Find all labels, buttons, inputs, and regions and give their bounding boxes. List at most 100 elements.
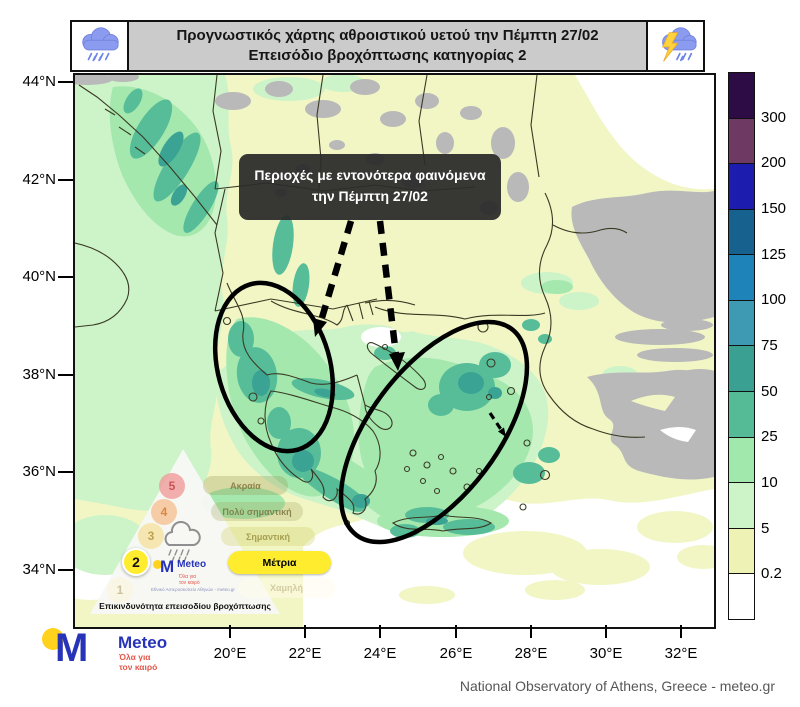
lon-label-30e: 30°E — [589, 645, 623, 662]
lat-label-40n: 40°N — [22, 268, 56, 285]
colorbar-segment — [729, 300, 754, 347]
attribution-text: National Observatory of Athens, Greece -… — [459, 678, 775, 694]
risk-pill-significant: Σημαντική — [221, 527, 315, 546]
annotation-line-1: Περιοχές με εντονότερα φαινόμενα — [254, 167, 486, 183]
lon-label-22e: 22°E — [288, 645, 322, 662]
aegean-ellipse — [338, 319, 530, 545]
footer-logo-dot-icon — [42, 628, 64, 650]
colorbar-segment — [729, 528, 754, 575]
rain-cloud-icon — [81, 27, 119, 62]
pyramid-meteo-logo: M Meteo Όλα για τον καιρό — [153, 557, 263, 586]
colorbar-label: 0.2 — [761, 565, 782, 583]
colorbar-segment — [729, 483, 754, 529]
footer-logo-tagline: Όλα για τον καιρό — [119, 652, 157, 672]
fjord-cut-1 — [631, 394, 675, 411]
lon-tick — [530, 625, 532, 638]
risk-level-circle-4: 4 — [151, 499, 177, 525]
logo-m: M — [160, 557, 175, 576]
colorbar-segment — [729, 118, 754, 165]
lat-tick — [58, 276, 73, 278]
annotation-line-2: την Πέμπτη 27/02 — [312, 188, 428, 204]
logo-dot-icon — [153, 560, 162, 569]
storm-cloud-icon — [661, 27, 697, 62]
risk-pill-extreme-label: Ακραία — [230, 480, 261, 491]
colorbar-label: 25 — [761, 428, 778, 446]
lon-label-26e: 26°E — [439, 645, 473, 662]
lat-label-38n: 38°N — [22, 366, 56, 383]
colorbar-label: 50 — [761, 382, 778, 400]
colorbar-segment — [729, 346, 754, 393]
lat-tick — [58, 471, 73, 473]
lon-label-20e: 20°E — [213, 645, 247, 662]
pyramid-logo-tagline-1: Όλα για — [179, 574, 197, 580]
lat-tick — [58, 179, 73, 181]
title-line-1: Προγνωστικός χάρτης αθροιστικού υετού τη… — [176, 27, 599, 44]
west-greece-ellipse — [212, 280, 336, 454]
lat-label-34n: 34°N — [22, 561, 56, 578]
colorbar-segment — [729, 392, 754, 438]
risk-pill-low: Χαμηλή — [238, 578, 335, 598]
lon-tick — [680, 625, 682, 638]
colorbar-segment — [729, 437, 754, 484]
risk-level-circle-5: 5 — [159, 473, 185, 499]
lon-tick — [229, 625, 231, 638]
risk-pill-moderate-active: Μέτρια — [228, 551, 331, 574]
lon-tick — [605, 625, 607, 638]
colorbar-segment — [729, 164, 754, 210]
lon-tick — [455, 625, 457, 638]
colorbar-label: 100 — [761, 291, 787, 309]
title-bar: Προγνωστικός χάρτης αθροιστικού υετού τη… — [70, 20, 705, 72]
lat-label-42n: 42°N — [22, 171, 56, 188]
lat-label-36n: 36°N — [22, 463, 56, 480]
lon-label-24e: 24°E — [363, 645, 397, 662]
risk-pill-very-significant: Πολύ σημαντική — [211, 502, 303, 521]
rain-cloud-icon-box — [72, 22, 129, 70]
title-line-2: Επεισόδιο βροχόπτωσης κατηγορίας 2 — [248, 47, 527, 64]
pyramid-caption: Επικινδυνότητα επεισοδίου βροχόπτωσης — [99, 601, 271, 611]
athens-gap-2 — [391, 318, 419, 332]
annotation-box: Περιοχές με εντονότερα φαινόμενα την Πέμ… — [239, 154, 501, 220]
colorbar-label: 5 — [761, 519, 770, 537]
lat-label-44n: 44°N — [22, 73, 56, 90]
colorbar-label: 150 — [761, 200, 787, 217]
lon-label-28e: 28°E — [514, 645, 548, 662]
annotation-arrows — [313, 220, 506, 437]
colorbar-segment — [729, 574, 754, 619]
pyramid-logo-tagline-2: τον καιρό — [179, 580, 200, 586]
footer-logo-tagline-2: τον καιρό — [119, 662, 158, 672]
risk-level-circle-2-active: 2 — [122, 548, 150, 576]
risk-level-circle-3: 3 — [138, 523, 164, 549]
colorbar-label: 10 — [761, 474, 778, 491]
colorbar-segment — [729, 73, 754, 119]
pyramid-rain-cloud-icon — [164, 521, 201, 563]
risk-level-circle-1: 1 — [107, 577, 133, 603]
island-land-areas — [399, 511, 714, 604]
lat-tick — [58, 81, 73, 83]
pyramid-logo-name: Meteo — [177, 559, 207, 570]
colorbar-segment — [729, 255, 754, 301]
precipitation-map: Περιοχές με εντονότερα φαινόμενα την Πέμ… — [73, 73, 716, 629]
lon-tick — [379, 625, 381, 638]
colorbar-label: 75 — [761, 337, 778, 354]
lat-tick — [58, 569, 73, 571]
colorbar-label: 200 — [761, 154, 787, 172]
colorbar — [728, 72, 755, 620]
colorbar-wrap: 300 200 150 125 100 75 50 25 10 5 0.2 — [728, 72, 798, 620]
out-of-domain-areas — [75, 75, 714, 480]
lon-label-32e: 32°E — [664, 645, 698, 662]
footer-logo-tagline-1: Όλα για — [119, 652, 151, 662]
fjord-cut-2 — [660, 427, 696, 442]
colorbar-label: 125 — [761, 245, 787, 263]
colorbar-segment — [729, 209, 754, 256]
highlight-ellipses — [212, 280, 530, 545]
lon-tick — [304, 625, 306, 638]
lat-tick — [58, 374, 73, 376]
storm-cloud-icon-box — [646, 22, 703, 70]
footer-logo-m: M — [55, 626, 89, 670]
footer-logo-name: Meteo — [118, 633, 168, 652]
colorbar-label: 300 — [761, 108, 787, 126]
title-text: Προγνωστικός χάρτης αθροιστικού υετού τη… — [129, 22, 646, 70]
risk-pill-extreme: Ακραία ! — [203, 476, 288, 495]
pyramid-logo-subtext: Εθνικό Αστεροσκοπείο Αθηνών - meteo.gr — [151, 587, 235, 592]
